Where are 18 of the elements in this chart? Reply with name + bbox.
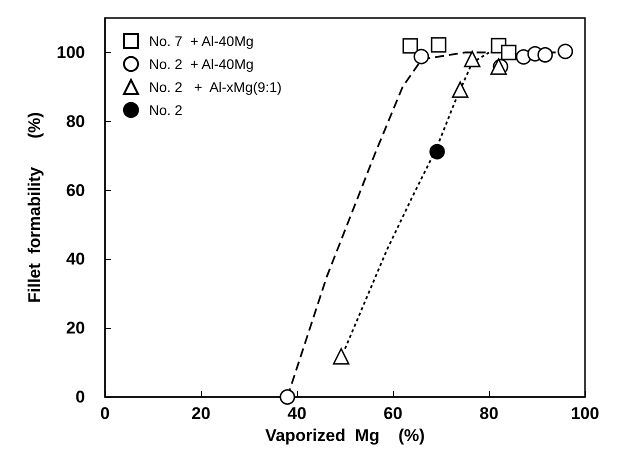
y-tick-label: 40 bbox=[66, 250, 85, 269]
y-tick-label: 60 bbox=[66, 180, 85, 200]
y-tick-label: 0 bbox=[76, 388, 85, 406]
y-tick-label: 20 bbox=[66, 318, 85, 338]
x-tick-label: 80 bbox=[480, 404, 498, 423]
x-axis-title: Vaporized Mg (%) bbox=[265, 426, 425, 445]
x-tick-label: 100 bbox=[570, 404, 600, 423]
legend-label: No. 2 + Al-xMg(9:1) bbox=[149, 79, 282, 95]
x-tick-label: 20 bbox=[192, 404, 210, 423]
x-tick-label: 60 bbox=[384, 404, 402, 423]
legend-label: No. 7 + Al-40Mg bbox=[149, 33, 254, 49]
x-tick-label: 0 bbox=[100, 404, 110, 423]
legend-label: No. 2 bbox=[149, 102, 183, 118]
legend-label: No. 2 + Al-40Mg bbox=[149, 56, 254, 72]
y-axis-title: Fillet formability (%) bbox=[25, 112, 44, 303]
y-tick-label: 100 bbox=[56, 42, 85, 62]
x-tick-label: 40 bbox=[288, 404, 306, 423]
y-tick-label: 80 bbox=[66, 112, 85, 131]
